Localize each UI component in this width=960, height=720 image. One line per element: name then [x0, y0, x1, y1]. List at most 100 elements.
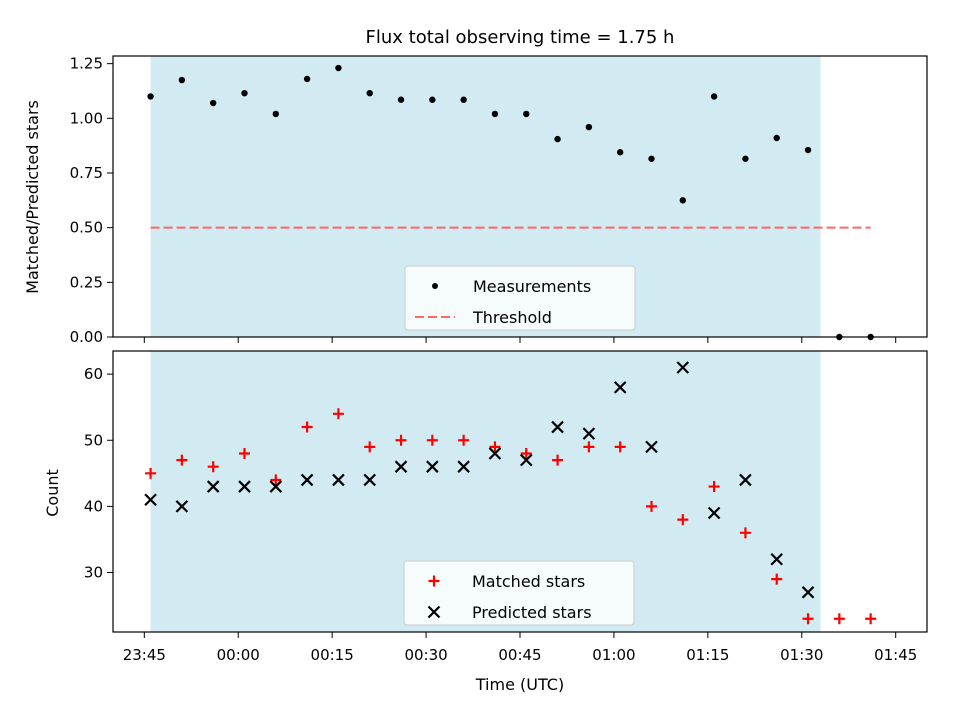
predicted-point: [582, 427, 596, 440]
predicted-point: [394, 460, 408, 473]
measurement-point: [335, 64, 342, 72]
measurement-point: [272, 110, 279, 118]
predicted-point: [363, 473, 377, 487]
matched-point: [207, 461, 219, 473]
matched-point: [552, 454, 564, 466]
legend-label: Matched stars: [472, 572, 585, 591]
y-tick-label: 0.25: [70, 273, 103, 291]
matched-point: [677, 514, 689, 526]
legend-label: Measurements: [473, 277, 591, 296]
axes-frame: [112, 350, 928, 633]
measurement-point: [241, 89, 248, 97]
y-tick-label: 30: [84, 563, 103, 581]
x-tick-label: 00:00: [217, 646, 260, 664]
x-tick-label: 01:00: [592, 646, 635, 664]
matched-point: [520, 447, 532, 459]
y-axis-label-bottom: Count: [43, 469, 62, 517]
predicted-point: [488, 447, 502, 460]
measurement-point: [397, 96, 405, 103]
predicted-point: [676, 361, 690, 374]
matched-point: [332, 408, 344, 420]
y-tick-label: 1.00: [70, 109, 103, 127]
matched-point: [458, 434, 470, 446]
measurement-point: [178, 76, 186, 84]
legend: Matched stars Predicted stars: [403, 560, 635, 626]
measurement-point: [460, 96, 467, 103]
matched-point: [833, 613, 845, 625]
predicted-point: [519, 453, 533, 467]
y-tick-label: 0.00: [70, 328, 103, 346]
x-tick-label: 01:45: [874, 646, 917, 664]
bottom-panel: 23:45 00:00 00:15 00:30 00:45 01:00 01:15 01:30…: [84, 350, 928, 664]
measurement-point: [679, 197, 686, 204]
top-panel: 0.00 0.25 0.50 0.75 1.00 1.25 Measurements Thre…: [70, 55, 928, 346]
predicted-point: [613, 381, 627, 394]
axes-frame: [112, 55, 928, 338]
matched-point: [364, 441, 376, 453]
matched-point: [489, 441, 501, 453]
predicted-point: [707, 506, 721, 520]
matched-point: [583, 441, 595, 453]
legend-marker-measurements: [432, 283, 438, 289]
predicted-point: [426, 460, 439, 473]
measurement-point: [147, 93, 154, 100]
measurement-point: [648, 155, 655, 162]
predicted-point: [300, 473, 314, 487]
legend: Measurements Threshold: [404, 265, 636, 331]
matched-point: [802, 613, 814, 625]
x-tick-label: 23:45: [123, 646, 166, 664]
predicted-point: [551, 420, 564, 434]
legend-marker-matched: [428, 575, 440, 587]
measurement-point: [804, 146, 812, 154]
matched-point: [645, 500, 657, 512]
x-tick-label: 01:15: [686, 646, 729, 664]
y-tick-label: 1.25: [70, 55, 103, 73]
measurement-point: [366, 89, 373, 97]
matched-point: [614, 441, 626, 453]
y-tick-label: 0.75: [70, 164, 103, 182]
legend-box: [403, 560, 635, 626]
chart-title: Flux total observing time = 1.75 h: [366, 27, 675, 48]
x-tick-label: 00:45: [498, 646, 541, 664]
predicted-point: [206, 480, 220, 493]
legend-label: Threshold: [472, 308, 552, 327]
y-tick-label: 50: [84, 431, 103, 449]
matched-point: [238, 447, 250, 459]
predicted-point: [175, 500, 189, 513]
predicted-point: [332, 473, 345, 487]
y-tick-label: 60: [84, 365, 103, 383]
matched-point: [865, 613, 877, 625]
y-axis-label-top: Matched/Predicted stars: [23, 100, 42, 294]
legend-box: [404, 265, 636, 331]
predicted-point: [238, 480, 251, 493]
measurement-point: [209, 99, 217, 107]
matched-point: [426, 434, 438, 446]
predicted-point: [457, 460, 470, 473]
matched-point: [708, 481, 720, 493]
legend-marker-predicted: [427, 605, 441, 619]
measurement-point: [616, 149, 624, 156]
x-axis-label: Time (UTC): [475, 675, 564, 694]
matched-point: [395, 434, 407, 446]
matched-point: [270, 474, 282, 486]
predicted-point: [770, 552, 784, 566]
predicted-point: [269, 480, 283, 493]
matched-point: [145, 467, 157, 479]
x-tick-label: 00:15: [311, 646, 354, 664]
measurement-point: [523, 110, 530, 118]
matched-point: [301, 421, 313, 433]
measurement-point: [429, 96, 436, 103]
predicted-point: [144, 493, 157, 507]
measurement-point: [742, 155, 749, 162]
predicted-point: [739, 473, 752, 487]
y-tick-label: 40: [84, 497, 103, 515]
measurement-point: [554, 135, 561, 143]
x-tick-label: 01:30: [780, 646, 823, 664]
y-tick-label: 0.50: [70, 219, 103, 237]
measurement-point: [773, 134, 780, 142]
measurement-point: [585, 123, 593, 131]
measurement-point: [303, 75, 311, 83]
matched-point: [771, 573, 783, 585]
predicted-point: [645, 440, 658, 454]
legend-label: Predicted stars: [472, 603, 592, 622]
